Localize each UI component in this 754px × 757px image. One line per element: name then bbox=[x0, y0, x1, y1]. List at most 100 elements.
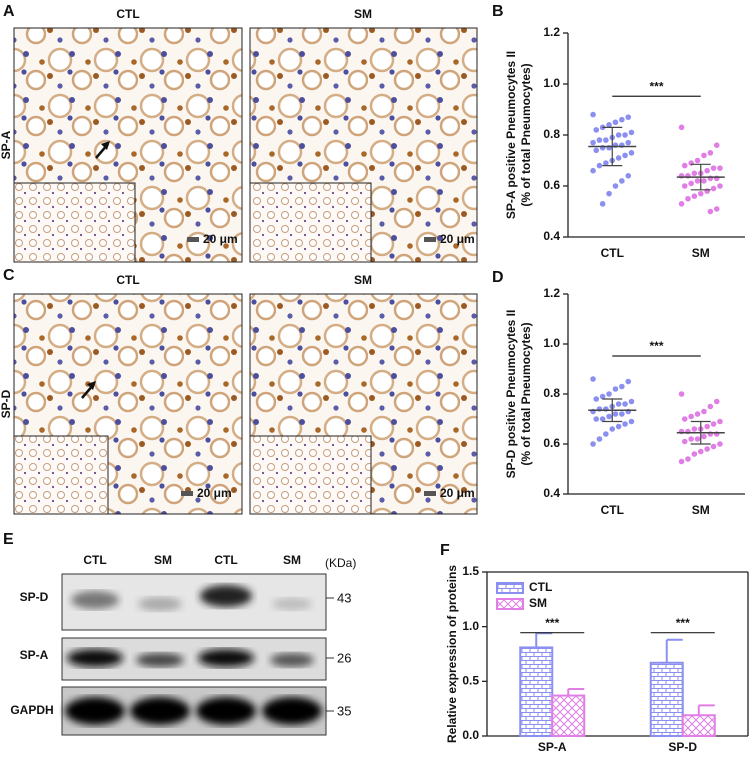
data-point bbox=[625, 173, 631, 179]
data-point bbox=[603, 137, 609, 143]
blot-row-label: GAPDH bbox=[10, 703, 53, 717]
data-point bbox=[613, 183, 619, 189]
data-point bbox=[600, 201, 606, 207]
data-point bbox=[717, 183, 723, 189]
y-tick-label: 0.5 bbox=[462, 674, 479, 688]
data-point bbox=[606, 414, 612, 420]
y-tick-label: 0.8 bbox=[543, 386, 560, 400]
blot-strip bbox=[62, 638, 326, 680]
data-point bbox=[679, 391, 685, 397]
data-point bbox=[685, 456, 691, 462]
data-point bbox=[692, 170, 698, 176]
data-point bbox=[590, 376, 596, 382]
kda-label: 43 bbox=[337, 590, 351, 605]
panel-label: C bbox=[3, 267, 15, 284]
data-point bbox=[717, 165, 723, 171]
y-tick-label: 0.8 bbox=[543, 127, 560, 141]
data-point bbox=[625, 114, 631, 120]
blot-strip bbox=[62, 687, 326, 735]
panel-label: F bbox=[440, 542, 450, 559]
significance-label: *** bbox=[676, 616, 690, 630]
micrograph: 20 μm bbox=[14, 294, 242, 514]
scale-bar-label: 20 μm bbox=[203, 232, 238, 246]
data-point bbox=[688, 181, 694, 187]
data-point bbox=[609, 426, 615, 432]
data-point bbox=[704, 168, 710, 174]
y-tick-label: 0.6 bbox=[543, 436, 560, 450]
data-point bbox=[629, 130, 635, 136]
data-point bbox=[616, 401, 622, 407]
lane-label: CTL bbox=[83, 553, 106, 567]
data-point bbox=[698, 449, 704, 455]
legend-swatch bbox=[497, 599, 523, 609]
kda-label: 26 bbox=[337, 650, 351, 665]
data-point bbox=[613, 411, 619, 417]
data-point bbox=[682, 183, 688, 189]
blot-row-label: SP-A bbox=[20, 648, 49, 662]
data-point bbox=[685, 196, 691, 202]
data-point bbox=[714, 399, 720, 405]
data-point bbox=[704, 188, 710, 194]
data-point bbox=[622, 421, 628, 427]
data-point bbox=[590, 112, 596, 118]
micrograph: 20 μm bbox=[250, 28, 477, 262]
data-point bbox=[714, 206, 720, 212]
y-axis-label: SP-D positive Pneumocytes II bbox=[504, 310, 518, 479]
y-tick-label: 1.5 bbox=[462, 564, 479, 578]
data-point bbox=[593, 396, 599, 402]
y-tick-label: 0.0 bbox=[462, 728, 479, 742]
y-tick-label: 0.6 bbox=[543, 178, 560, 192]
legend-label: CTL bbox=[529, 580, 552, 594]
y-tick-label: 1.0 bbox=[543, 336, 560, 350]
data-point bbox=[593, 416, 599, 422]
data-point bbox=[679, 201, 685, 207]
panel-label: E bbox=[3, 531, 14, 548]
significance-label: *** bbox=[649, 79, 663, 93]
data-point bbox=[692, 451, 698, 457]
data-point bbox=[597, 137, 603, 143]
data-point bbox=[616, 424, 622, 430]
data-point bbox=[711, 421, 717, 427]
micrograph: 20 μm bbox=[14, 28, 242, 262]
data-point bbox=[679, 459, 685, 465]
data-point bbox=[619, 411, 625, 417]
data-point bbox=[606, 191, 612, 197]
legend-swatch bbox=[497, 583, 523, 593]
data-point bbox=[695, 178, 701, 184]
y-axis-label: Relative expression of proteins bbox=[445, 565, 459, 743]
data-point bbox=[593, 127, 599, 133]
bar bbox=[683, 715, 715, 736]
y-axis-label: (% of total Pneumocytes) bbox=[519, 63, 533, 206]
micrograph: 20 μm bbox=[250, 294, 477, 514]
data-point bbox=[597, 163, 603, 169]
column-label: SM bbox=[354, 273, 372, 287]
x-tick-label: SM bbox=[692, 503, 710, 517]
data-point bbox=[688, 436, 694, 442]
data-point bbox=[619, 117, 625, 123]
data-point bbox=[593, 148, 599, 154]
data-point bbox=[679, 125, 685, 131]
significance-label: *** bbox=[545, 616, 559, 630]
blot-strip bbox=[62, 574, 326, 630]
scale-bar-label: 20 μm bbox=[197, 486, 232, 500]
data-point bbox=[625, 140, 631, 146]
panel-label: D bbox=[492, 269, 504, 286]
legend-label: SM bbox=[529, 596, 547, 610]
data-point bbox=[682, 416, 688, 422]
unit-label: (KDa) bbox=[325, 556, 356, 570]
x-tick-label: SP-A bbox=[538, 740, 567, 754]
data-point bbox=[704, 446, 710, 452]
y-axis-label: (% of total Pneumocytes) bbox=[519, 322, 533, 465]
data-point bbox=[708, 150, 714, 156]
data-point bbox=[695, 158, 701, 164]
bar bbox=[651, 663, 683, 736]
data-point bbox=[717, 441, 723, 447]
kda-label: 35 bbox=[337, 703, 351, 718]
y-tick-label: 1.0 bbox=[462, 619, 479, 633]
significance-label: *** bbox=[649, 339, 663, 353]
data-point bbox=[625, 379, 631, 385]
y-tick-label: 1.2 bbox=[543, 286, 560, 300]
data-point bbox=[708, 404, 714, 410]
data-point bbox=[606, 391, 612, 397]
data-point bbox=[590, 168, 596, 174]
